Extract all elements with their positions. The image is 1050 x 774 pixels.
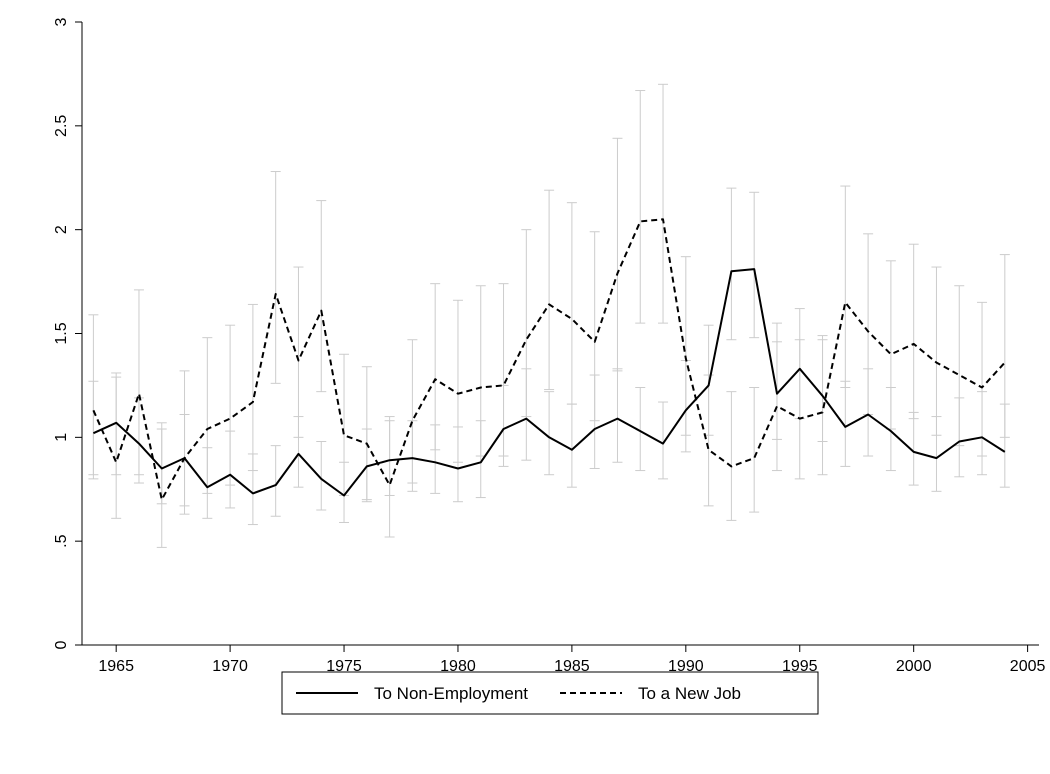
error-bar	[544, 391, 555, 476]
y-tick-label: 1.5	[53, 322, 70, 344]
legend: To Non-Employment To a New Job	[281, 671, 819, 715]
error-bar	[521, 229, 532, 418]
error-bar	[544, 189, 555, 391]
error-bar	[589, 231, 600, 422]
legend-label: To a New Job	[638, 684, 741, 703]
error-bar	[452, 299, 463, 463]
error-bar	[977, 301, 988, 457]
error-bar	[908, 243, 919, 420]
error-bar	[88, 314, 99, 480]
y-tick-label: 0	[53, 640, 70, 649]
error-bar	[202, 337, 213, 494]
error-bar	[247, 303, 258, 472]
error-bar	[749, 191, 760, 339]
error-bar	[635, 90, 646, 324]
error-bar	[430, 283, 441, 451]
x-tick-label: 1970	[212, 658, 248, 675]
series-line-new-job	[92, 218, 1006, 501]
x-tick-label: 1990	[668, 658, 704, 675]
series-lines	[92, 218, 1006, 501]
y-tick-label: .5	[53, 534, 70, 547]
error-bar	[316, 440, 327, 511]
legend-entry-new-job: To a New Job	[560, 684, 741, 703]
error-bar	[794, 339, 805, 480]
x-tick-label: 1975	[326, 658, 362, 675]
x-tick-label: 2000	[896, 658, 932, 675]
error-bar	[179, 370, 190, 515]
x-tick-label: 2005	[1010, 658, 1046, 675]
error-bar	[384, 416, 395, 538]
error-bar	[270, 171, 281, 384]
x-tick-label: 1985	[554, 658, 590, 675]
x-tick-label: 1965	[98, 658, 134, 675]
legend-box	[281, 671, 819, 715]
legend-entry-non-employment: To Non-Employment	[296, 684, 528, 703]
y-tick-label: 3	[53, 17, 70, 26]
error-bar	[840, 185, 851, 388]
error-bar	[270, 445, 281, 517]
error-bar	[635, 386, 646, 472]
error-bar	[999, 254, 1010, 438]
axes: 0 .5 1 1.5 2 2.5 3 1965 1970 1975 1980 1985 1990 1995…	[53, 17, 1046, 675]
error-bar	[726, 187, 737, 341]
error-bar	[111, 372, 122, 519]
error-bar	[658, 83, 669, 324]
error-bar	[954, 285, 965, 447]
error-bars	[88, 83, 1010, 548]
error-bar	[749, 386, 760, 513]
error-bar	[658, 401, 669, 480]
legend-label: To Non-Employment	[374, 684, 528, 703]
series-line-non-employment	[92, 268, 1006, 497]
error-bar	[361, 366, 372, 503]
error-bar	[680, 256, 691, 436]
error-bar	[498, 283, 509, 457]
y-tick-label: 2	[53, 225, 70, 234]
error-bar	[566, 202, 577, 405]
x-tick-label: 1980	[440, 658, 476, 675]
error-bar	[726, 391, 737, 521]
error-bar	[316, 200, 327, 393]
error-bar	[771, 322, 782, 472]
error-bar	[703, 374, 714, 507]
x-tick-label: 1995	[782, 658, 818, 675]
y-tick-label: 2.5	[53, 115, 70, 137]
error-bar	[156, 422, 167, 548]
error-bar	[407, 339, 418, 484]
error-bar	[293, 266, 304, 438]
y-tick-label: 1	[53, 433, 70, 442]
error-bar	[225, 324, 236, 486]
error-bar	[817, 335, 828, 476]
error-bar	[931, 266, 942, 436]
error-bar	[612, 137, 623, 372]
